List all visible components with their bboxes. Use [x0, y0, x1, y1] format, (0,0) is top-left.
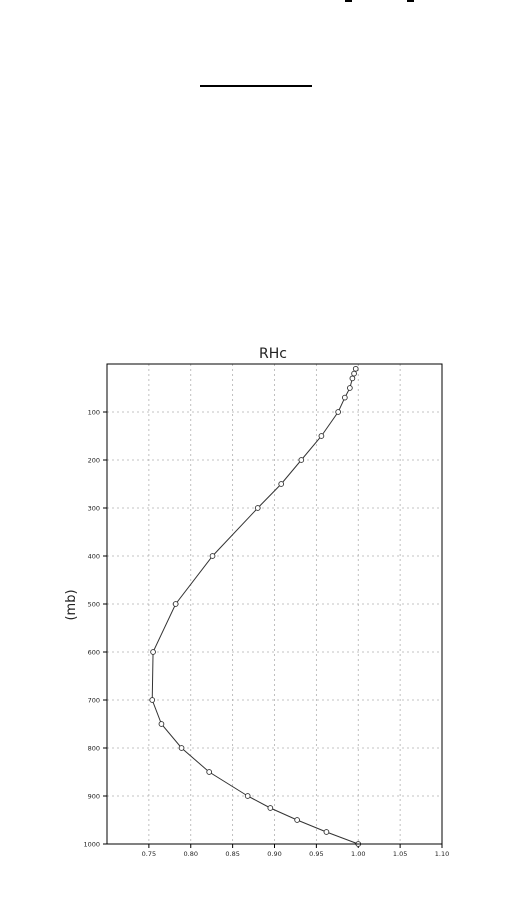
data-point: [335, 409, 342, 415]
x-tick-label: 1.00: [351, 850, 365, 858]
data-point: [351, 370, 357, 377]
top-rule: [200, 85, 312, 87]
grid-layer: [107, 364, 442, 844]
y-axis-label: (mb): [64, 589, 79, 620]
top-decorations: [0, 0, 518, 100]
data-point: [244, 793, 251, 799]
axis-layer: 0.75 0.80 0.85 0.90 0.95 1.00 1.05 1.10 100 200 30…: [83, 409, 449, 859]
series-line: [151, 368, 359, 845]
y-tick-label: 900: [88, 793, 100, 801]
data-point: [278, 481, 285, 487]
chart-title: RHc: [259, 346, 287, 362]
y-tick-label: 100: [88, 409, 100, 417]
x-tick-label: 0.75: [142, 850, 156, 858]
data-point: [349, 375, 356, 382]
data-point: [172, 601, 179, 607]
data-point: [149, 697, 156, 703]
y-tick-label: 400: [88, 553, 100, 561]
y-tick-label: 1000: [83, 841, 100, 849]
x-tick-label: 0.90: [267, 850, 281, 858]
x-tick-label: 1.05: [393, 850, 407, 858]
data-point: [206, 769, 213, 775]
plot-frame: [106, 363, 443, 845]
data-point: [267, 805, 274, 811]
data-point: [178, 745, 185, 751]
data-point: [318, 433, 325, 439]
data-point: [254, 505, 261, 511]
y-tick-label: 500: [88, 601, 100, 609]
y-tick-label: 600: [88, 649, 100, 657]
data-point: [352, 365, 359, 372]
x-tick-label: 0.85: [225, 850, 239, 858]
data-point: [298, 457, 305, 463]
data-point: [294, 817, 300, 823]
x-tick-label: 0.80: [184, 850, 198, 858]
top-mark-left: [345, 0, 352, 2]
top-mark-right: [407, 0, 414, 2]
x-tick-label: 0.95: [309, 850, 323, 858]
y-tick-label: 300: [88, 505, 100, 513]
y-tick-label: 800: [88, 745, 100, 753]
x-tick-label: 1.10: [435, 850, 449, 858]
data-point: [323, 829, 330, 835]
y-tick-label: 700: [88, 697, 100, 705]
data-point: [209, 553, 216, 559]
data-point: [347, 385, 353, 391]
data-point: [342, 394, 348, 401]
data-point: [150, 649, 156, 655]
y-tick-label: 200: [88, 457, 100, 465]
series-layer: [149, 365, 362, 847]
data-point: [158, 721, 165, 727]
